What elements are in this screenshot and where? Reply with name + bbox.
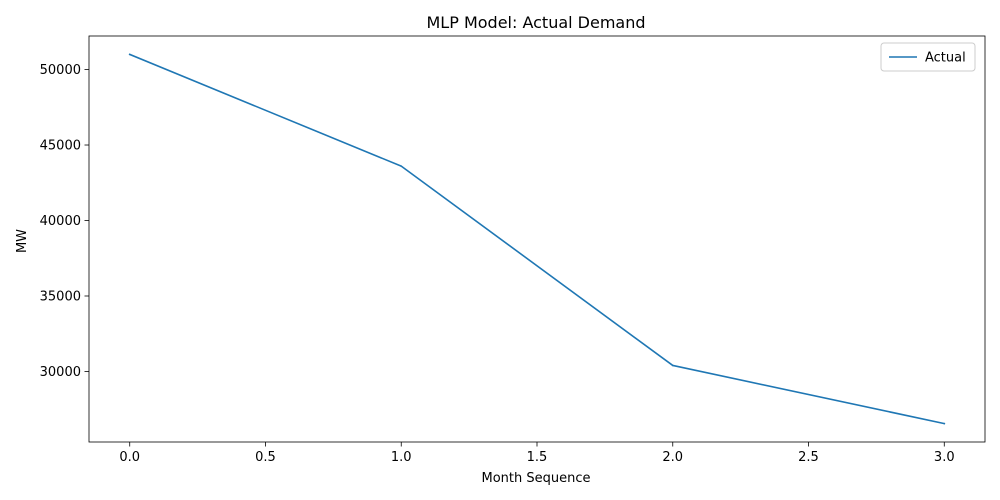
y-tick-label: 30000	[40, 365, 81, 380]
x-tick-label: 1.5	[527, 450, 548, 465]
x-tick-label: 0.5	[255, 450, 276, 465]
data-point	[943, 422, 946, 425]
legend-label: Actual	[925, 51, 966, 66]
x-tick-label: 1.0	[391, 450, 412, 465]
plot-area: 0.0 0.5 1.0 1.5 2.0 2.5 3.0 30000 35000 40000 4500…	[40, 35, 986, 465]
y-tick-label: 50000	[40, 63, 81, 78]
y-tick-label: 45000	[40, 139, 81, 154]
data-point	[671, 364, 674, 367]
data-point	[128, 53, 131, 56]
data-point	[400, 165, 403, 167]
x-tick-label: 0.0	[119, 450, 140, 465]
series-line-actual	[128, 53, 946, 425]
x-tick-label: 2.0	[662, 450, 683, 465]
y-tick-label: 35000	[40, 289, 81, 304]
chart-title: MLP Model: Actual Demand	[426, 13, 645, 32]
x-tick-label: 3.0	[934, 450, 955, 465]
legend-box	[880, 42, 976, 72]
x-axis-label: Month Sequence	[481, 471, 590, 486]
legend: Actual	[880, 42, 976, 72]
y-tick-label: 40000	[40, 214, 81, 229]
y-axis-label: MW	[15, 229, 30, 253]
x-tick-label: 2.5	[798, 450, 819, 465]
